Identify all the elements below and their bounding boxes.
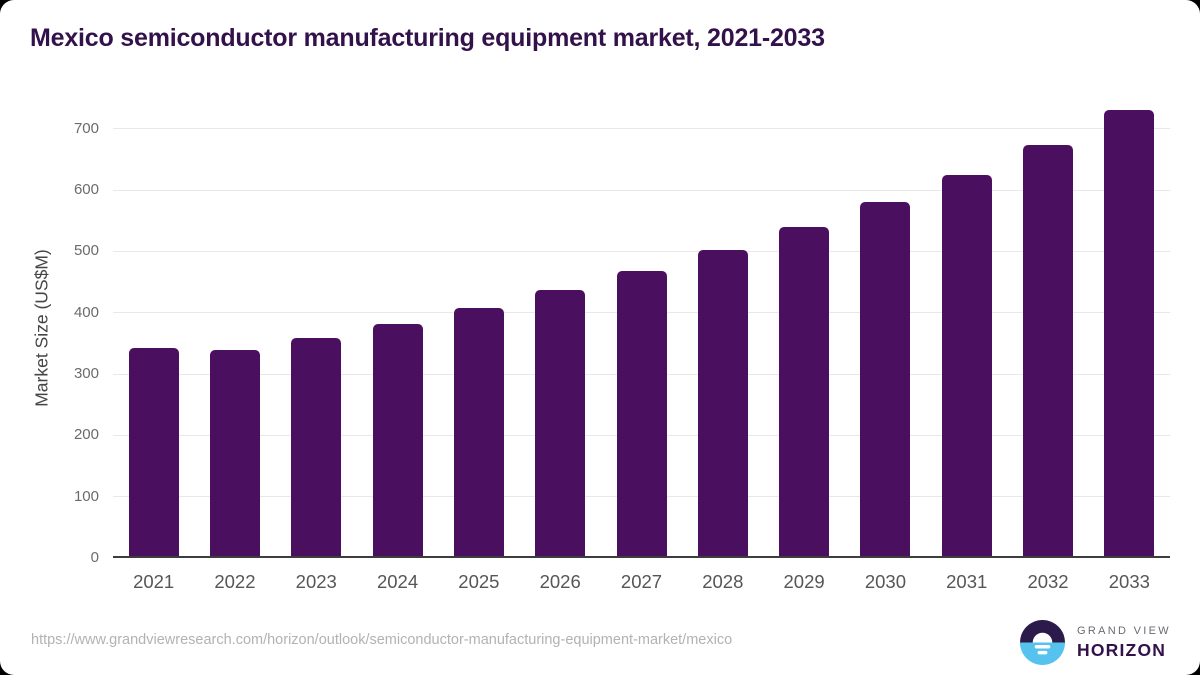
y-tick-label: 200	[73, 426, 99, 444]
chart-title: Mexico semiconductor manufacturing equip…	[30, 24, 825, 52]
x-tick-label-2031: 2031	[946, 571, 988, 592]
x-tick-label-2028: 2028	[702, 571, 744, 592]
x-tick-label-2032: 2032	[1027, 571, 1069, 592]
x-axis-line	[113, 556, 1170, 558]
x-tick-label-2025: 2025	[458, 571, 500, 592]
y-axis-title: Market Size (US$M)	[31, 249, 52, 407]
gridline	[113, 189, 1170, 191]
bar-2022[interactable]	[209, 350, 260, 558]
y-tick-label: 0	[90, 549, 99, 566]
x-tick-label-2021: 2021	[133, 571, 175, 592]
x-tick-label-2030: 2030	[864, 571, 906, 592]
y-tick-label: 600	[73, 181, 99, 198]
source-url: https://www.grandviewresearch.com/horizo…	[31, 632, 733, 648]
plot-area: 0 100 200 300 400 500 600 700 2021 2022 2023 2024 20…	[74, 98, 1170, 592]
grand-view-horizon-logo: GRAND VIEW HORIZON	[1019, 619, 1171, 666]
bar-2021[interactable]	[128, 348, 179, 558]
bar-2033[interactable]	[1104, 110, 1155, 558]
x-tick-label-2033: 2033	[1108, 571, 1150, 592]
bar-2027[interactable]	[616, 270, 667, 558]
logo-text-horizon: HORIZON	[1077, 639, 1167, 660]
bar-2028[interactable]	[697, 250, 748, 558]
bar-2024[interactable]	[372, 323, 423, 558]
x-tick-label-2023: 2023	[295, 571, 337, 592]
bar-2023[interactable]	[291, 337, 342, 558]
y-tick-label: 500	[73, 242, 99, 260]
gridline	[113, 250, 1170, 252]
x-tick-label-2022: 2022	[214, 571, 256, 592]
bar-2029[interactable]	[779, 227, 830, 558]
x-tick-label-2026: 2026	[539, 571, 581, 592]
bar-2031[interactable]	[941, 174, 992, 558]
bar-2032[interactable]	[1023, 145, 1074, 558]
bar-2030[interactable]	[860, 202, 911, 558]
logo-text-grand-view: GRAND VIEW	[1077, 624, 1171, 637]
y-tick-label: 100	[73, 487, 99, 505]
y-tick-label: 700	[73, 119, 99, 137]
y-tick-label: 300	[73, 365, 99, 382]
bar-2025[interactable]	[453, 307, 504, 558]
x-tick-label-2029: 2029	[783, 571, 825, 592]
bar-2026[interactable]	[535, 289, 586, 558]
gridline	[113, 128, 1170, 130]
logo-text: GRAND VIEW HORIZON	[1077, 625, 1171, 661]
x-tick-label-2024: 2024	[376, 571, 419, 592]
x-tick-label-2027: 2027	[620, 571, 663, 592]
horizon-sun-circle-icon	[1019, 619, 1066, 666]
y-tick-label: 400	[73, 303, 99, 321]
